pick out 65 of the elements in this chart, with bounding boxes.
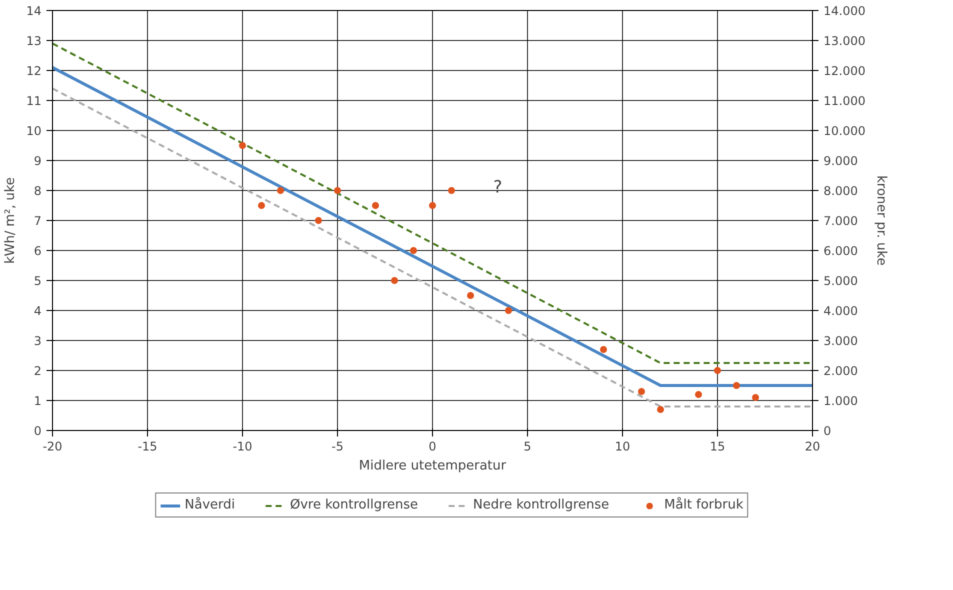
point [600, 346, 607, 353]
y2-tick-label: 7.000 [824, 214, 858, 228]
x-tick-label: -10 [232, 440, 252, 454]
y2-tick-label: 14.000 [824, 4, 866, 18]
point [239, 142, 246, 149]
x-tick-label: -15 [138, 440, 158, 454]
y2-tick-label: 5.000 [824, 274, 858, 288]
y-tick-label: 3 [34, 334, 42, 348]
x-axis-title: Midlere utetemperatur [358, 458, 507, 474]
y2-tick-label: 2.000 [824, 364, 858, 378]
x-tick-label: 15 [710, 440, 726, 454]
y2-tick-label: 1.000 [824, 394, 858, 408]
y-tick-label: 1 [34, 394, 42, 408]
y2-tick-label: 10.000 [824, 124, 866, 138]
y2-tick-label: 3.000 [824, 334, 858, 348]
y-tick-label: 2 [34, 364, 42, 378]
point [410, 247, 417, 254]
y-tick-label: 6 [34, 244, 42, 258]
y2-tick-label: 11.000 [824, 94, 866, 108]
y2-tick-label: 9.000 [824, 154, 858, 168]
legend-label: Målt forbruk [664, 498, 744, 512]
y-tick-label: 9 [34, 154, 42, 168]
y2-axis-title: kroner pr. uke [873, 175, 888, 266]
point [334, 187, 341, 194]
y-tick-label: 13 [26, 34, 42, 48]
y2-tick-label: 13.000 [824, 34, 866, 48]
point [733, 382, 740, 389]
x-tick-label: 20 [804, 440, 820, 454]
point [372, 202, 379, 209]
point [638, 388, 645, 395]
y-tick-label: 11 [26, 94, 42, 108]
y2-tick-label: 0 [824, 424, 832, 438]
y-tick-label: 7 [34, 214, 42, 228]
y-tick-label: 10 [26, 124, 42, 138]
point [448, 187, 455, 194]
y-tick-label: 0 [34, 424, 42, 438]
y-tick-label: 12 [26, 64, 42, 78]
legend-label: Øvre kontrollgrense [290, 498, 418, 512]
x-tick-label: 5 [524, 440, 532, 454]
x-tick-label: -20 [42, 440, 62, 454]
point [258, 202, 265, 209]
x-tick-label: 10 [614, 440, 630, 454]
point [752, 394, 759, 401]
legend-label: Nedre kontrollgrense [473, 498, 610, 512]
x-tick-label: 0 [428, 440, 436, 454]
y-axis-title: kWh/ m², uke [3, 177, 18, 264]
y-tick-label: 4 [34, 304, 42, 318]
y-tick-label: 14 [26, 4, 42, 18]
point [315, 217, 322, 224]
y-tick-label: 5 [34, 274, 42, 288]
x-tick-label: -5 [332, 440, 344, 454]
y-tick-label: 8 [34, 184, 42, 198]
y2-tick-label: 4.000 [824, 304, 858, 318]
point [714, 367, 721, 374]
point [505, 307, 512, 314]
point [429, 202, 436, 209]
point [695, 391, 702, 398]
point [657, 406, 664, 413]
y2-tick-label: 8.000 [824, 184, 858, 198]
point [467, 292, 474, 299]
point [391, 277, 398, 284]
point [277, 187, 284, 194]
y2-tick-label: 12.000 [824, 64, 866, 78]
y2-tick-label: 6.000 [824, 244, 858, 258]
legend-label: Nåverdi [184, 498, 235, 512]
